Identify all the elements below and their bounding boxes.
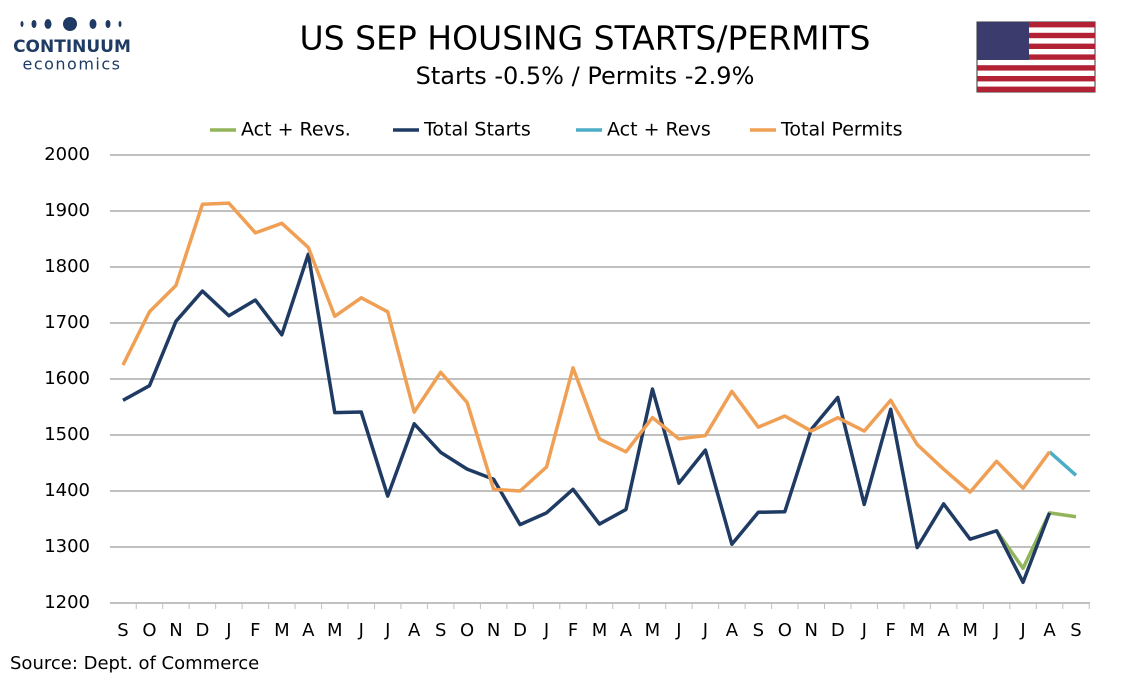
x-tick-label: S (117, 620, 128, 641)
legend-label: Total Starts (423, 119, 531, 141)
x-tick-label: J (675, 620, 681, 641)
x-tick-label: J (384, 620, 390, 641)
x-tick-label: J (702, 620, 708, 641)
y-tick-label: 1400 (44, 480, 90, 501)
x-tick-label: M (592, 620, 608, 641)
x-tick-label: O (778, 620, 792, 641)
y-tick-label: 1800 (44, 256, 90, 277)
brand-tagline: economics (22, 55, 121, 74)
x-tick-label: J (543, 620, 549, 641)
x-tick-label: J (993, 620, 999, 641)
x-tick-label: M (962, 620, 978, 641)
x-tick-label: M (327, 620, 343, 641)
x-tick-label: O (142, 620, 156, 641)
y-tick-label: 1500 (44, 424, 90, 445)
x-tick-label: D (831, 620, 845, 641)
x-tick-label: A (302, 620, 315, 641)
x-tick-label: D (195, 620, 209, 641)
x-tick-label: S (435, 620, 446, 641)
chart-title: US SEP HOUSING STARTS/PERMITS (299, 19, 870, 58)
x-tick-label: D (513, 620, 527, 641)
series-line (1048, 450, 1078, 477)
flag (976, 21, 1096, 93)
y-tick-label: 1700 (44, 312, 90, 333)
x-tick-label: M (645, 620, 661, 641)
y-tick-label: 1200 (44, 592, 90, 613)
y-tick-label: 1900 (44, 200, 90, 221)
source-note: Source: Dept. of Commerce (10, 653, 259, 674)
x-tick-label: N (487, 620, 500, 641)
x-tick-label: J (861, 620, 867, 641)
x-tick-label: F (886, 620, 896, 641)
chart-subtitle: Starts -0.5% / Permits -2.9% (416, 62, 755, 90)
logo-dots (20, 17, 122, 31)
series-line (121, 201, 1051, 494)
x-tick-label: M (909, 620, 925, 641)
x-tick-label: J (358, 620, 364, 641)
legend-label: Act + Revs (607, 119, 711, 141)
x-tick-label: J (1019, 620, 1025, 641)
y-tick-label: 2000 (44, 144, 90, 165)
x-tick-label: F (568, 620, 578, 641)
x-tick-label: A (1043, 620, 1056, 641)
series-line (122, 252, 1052, 585)
x-tick-label: N (169, 620, 182, 641)
x-tick-label: N (805, 620, 818, 641)
y-tick-label: 1600 (44, 368, 90, 389)
brand-name: CONTINUUM (13, 37, 131, 57)
x-tick-label: A (620, 620, 633, 641)
x-tick-label: S (1070, 620, 1081, 641)
x-tick-label: O (460, 620, 474, 641)
y-tick-label: 1300 (44, 536, 90, 557)
x-tick-label: J (225, 620, 231, 641)
series-line (995, 511, 1077, 571)
x-tick-label: S (753, 620, 764, 641)
x-tick-label: F (250, 620, 260, 641)
x-tick-label: A (937, 620, 950, 641)
x-tick-label: A (726, 620, 739, 641)
legend-label: Act + Revs. (241, 119, 351, 141)
x-tick-label: A (408, 620, 421, 641)
legend-label: Total Permits (780, 119, 903, 141)
x-tick-label: M (274, 620, 290, 641)
